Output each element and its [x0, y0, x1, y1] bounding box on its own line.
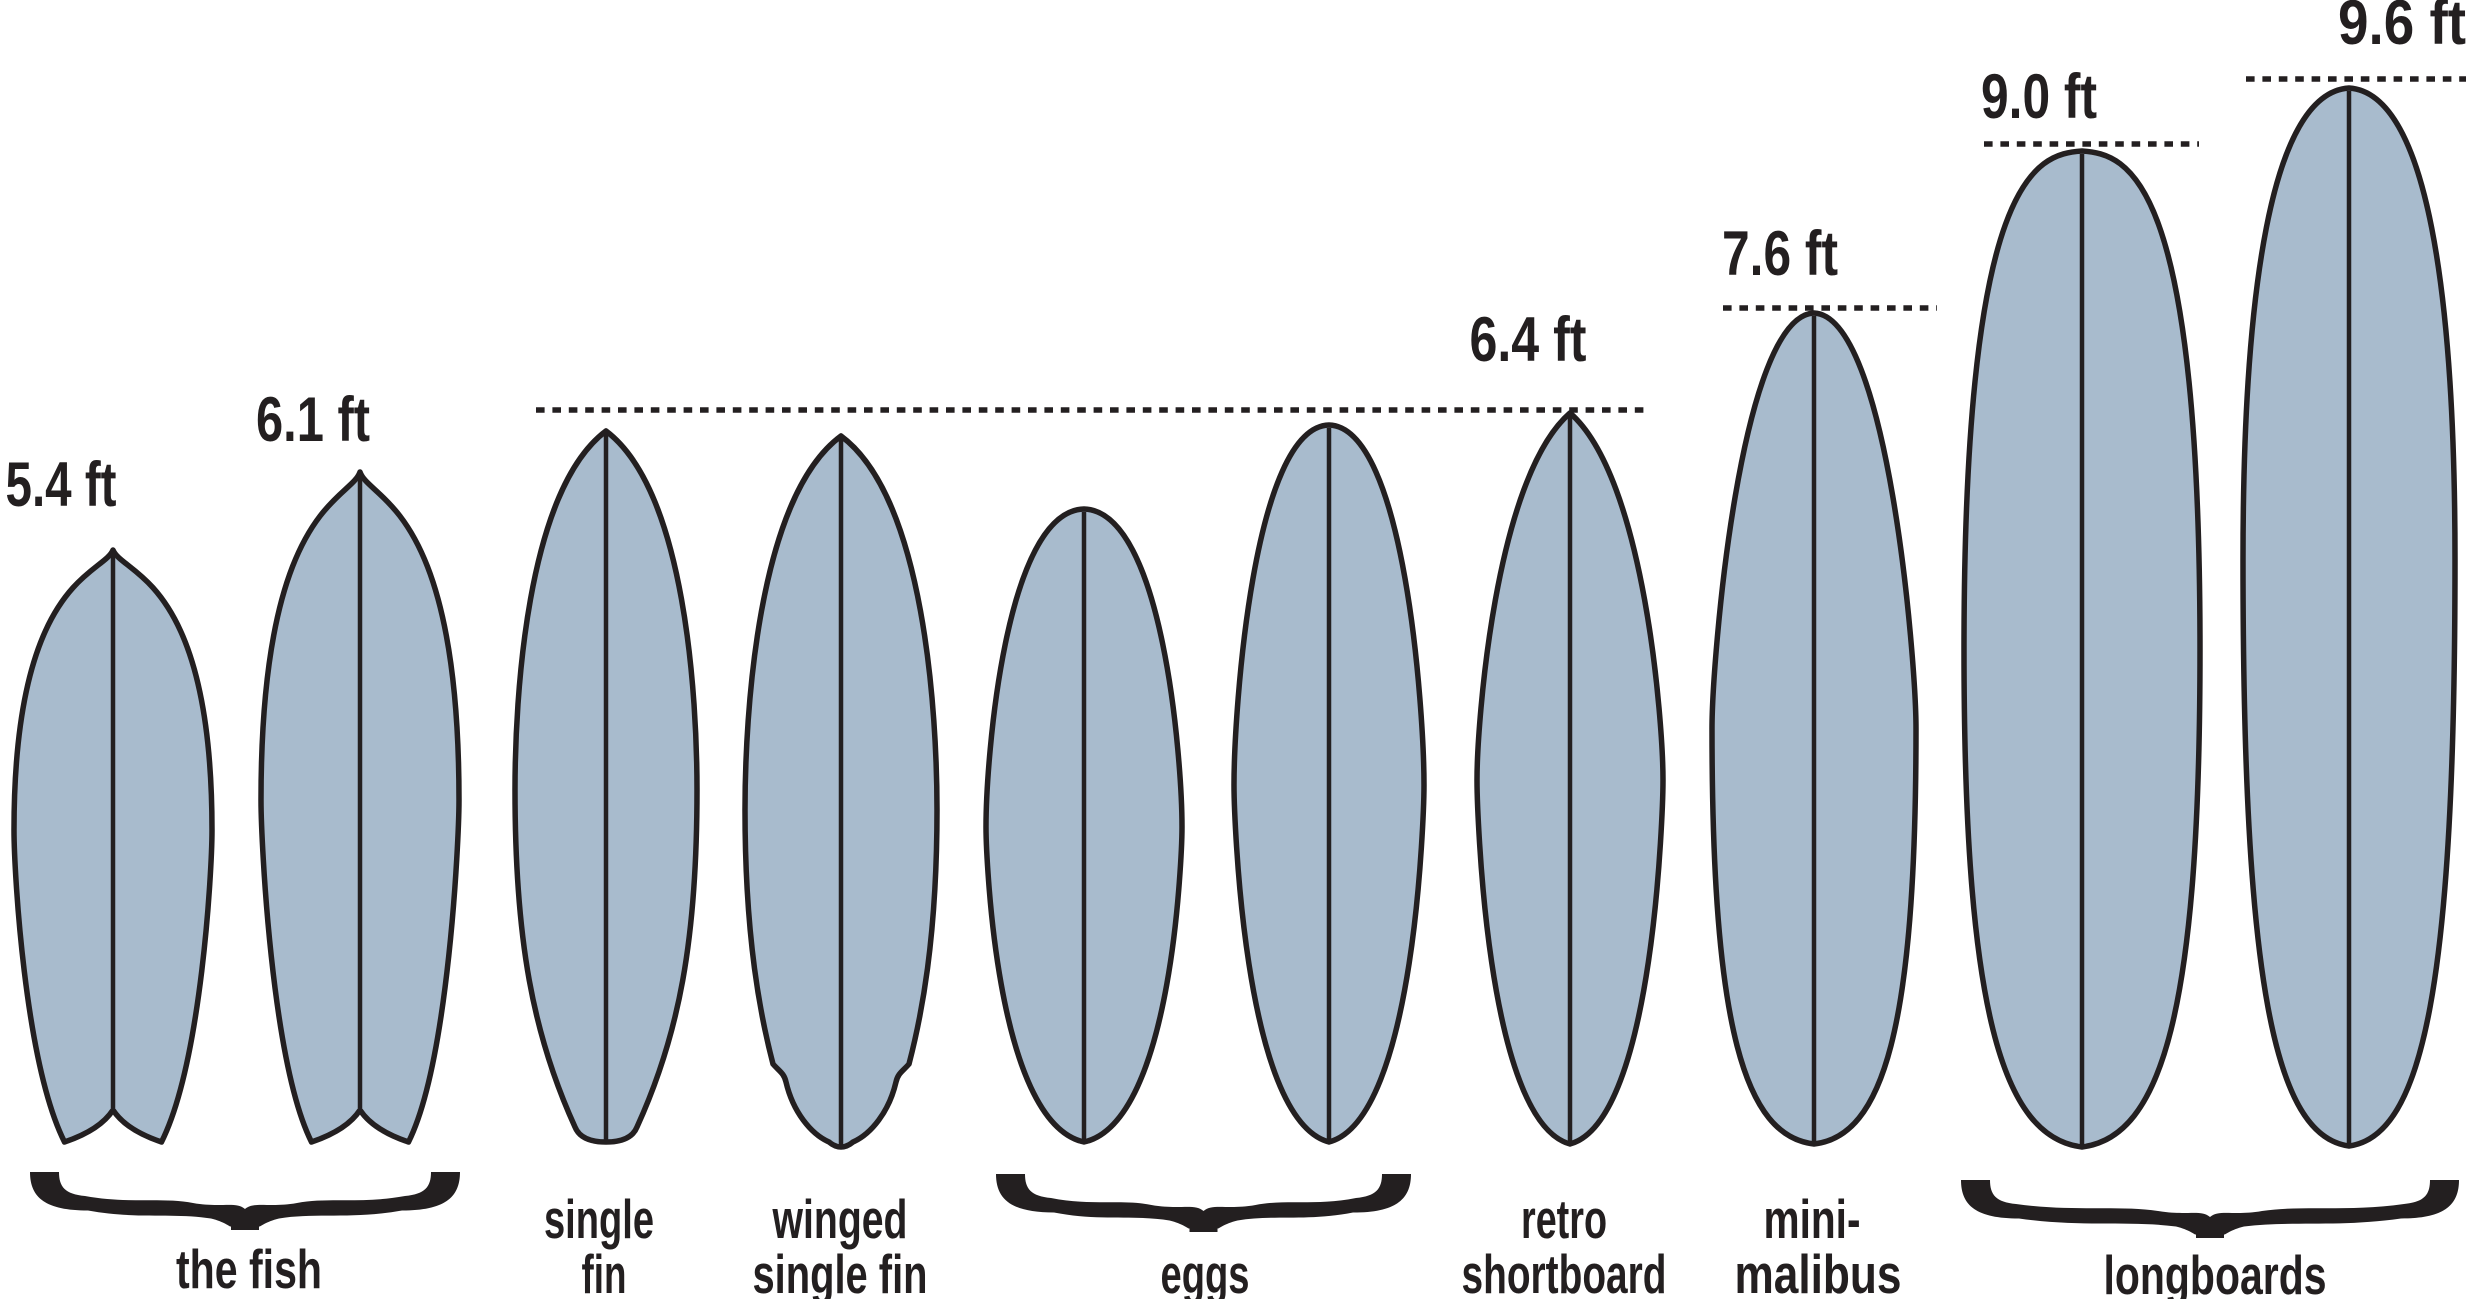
svg-text:9.6 ft: 9.6 ft [2338, 0, 2466, 58]
svg-text:the fish: the fish [176, 1238, 322, 1299]
svg-text:single: single [544, 1188, 654, 1250]
svg-text:mini-: mini- [1764, 1188, 1861, 1250]
svg-text:retro: retro [1521, 1188, 1607, 1250]
svg-text:9.0 ft: 9.0 ft [1981, 62, 2097, 132]
svg-text:longboards: longboards [2104, 1244, 2327, 1299]
svg-text:fin: fin [582, 1243, 627, 1299]
svg-text:6.1 ft: 6.1 ft [256, 385, 370, 455]
svg-text:malibus: malibus [1735, 1243, 1902, 1299]
svg-text:6.4 ft: 6.4 ft [1470, 305, 1587, 375]
svg-text:5.4 ft: 5.4 ft [6, 450, 117, 520]
svg-text:eggs: eggs [1161, 1243, 1250, 1299]
svg-text:shortboard: shortboard [1462, 1243, 1667, 1299]
svg-text:7.6 ft: 7.6 ft [1722, 219, 1838, 289]
svg-text:winged: winged [772, 1188, 908, 1250]
svg-text:single fin: single fin [753, 1243, 928, 1299]
